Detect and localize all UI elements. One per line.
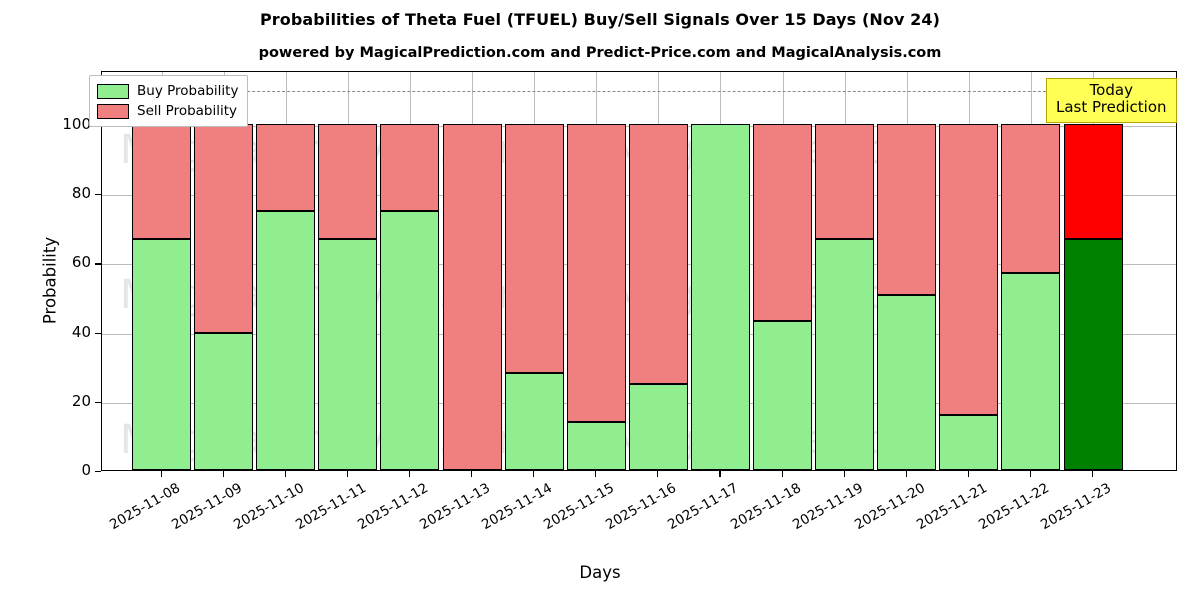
bar-stacked[interactable] [318,70,378,470]
bar-segment-buy [256,210,316,470]
bar-segment-sell [194,124,254,334]
plot-area: MagicalAnalysis.comMagicalPrediction.com… [101,71,1177,471]
y-axis-tick-mark [95,332,101,334]
bar-segment-sell [380,124,440,211]
x-axis-tick-mark [905,471,907,477]
x-axis-tick-mark [408,471,411,477]
bar-segment-buy [504,373,564,470]
bar-stacked[interactable] [132,70,191,470]
legend-swatch-sell [97,103,129,119]
y-axis-tick-label: 60 [71,253,91,272]
x-axis-tick-mark [222,471,224,477]
bar-stacked[interactable] [815,70,875,470]
bar-segment-buy [877,295,937,470]
bar-segment-buy [318,239,378,470]
y-axis-tick-label: 80 [71,184,91,203]
bar-segment-sell [1063,124,1123,240]
bar-segment-sell [628,124,688,384]
x-axis-tick-mark [1092,471,1094,477]
bar-segment-sell [504,124,564,374]
y-axis-tick-label: 40 [71,322,91,341]
bar-segment-buy [194,333,254,470]
bar-stacked[interactable] [380,70,440,470]
bar-stacked[interactable] [1001,70,1061,470]
bar-segment-buy [628,383,688,470]
bar-segment-buy [380,210,440,470]
bar-segment-sell [815,124,875,240]
bar-stacked[interactable] [504,70,564,470]
y-axis-tick-mark [95,471,101,473]
legend-label-sell: Sell Probability [137,103,238,119]
bar-segment-buy [753,321,812,470]
x-axis-tick-mark [657,471,659,477]
x-axis-tick-mark [595,471,597,477]
bar-stacked[interactable] [877,70,937,470]
x-axis-tick-mark [284,471,286,477]
bars-layer [102,72,1176,470]
today-annotation: Today Last Prediction [1046,78,1177,123]
x-axis-tick-mark [719,471,721,477]
x-axis-tick-mark [471,471,473,477]
bar-stacked[interactable] [256,70,316,470]
y-axis-tick-label: 20 [71,391,91,410]
chart-subtitle: powered by MagicalPrediction.com and Pre… [258,45,942,61]
bar-segment-sell [442,124,502,470]
chart-legend[interactable]: Buy Probability Sell Probability [89,75,249,127]
y-axis-tick-mark [95,194,101,196]
bar-segment-buy [132,239,191,470]
legend-label-buy: Buy Probability [137,83,239,99]
bar-stacked[interactable] [628,70,688,470]
bar-segment-buy [815,239,875,470]
bar-segment-buy [1063,239,1123,470]
bar-stacked[interactable] [566,70,626,470]
y-axis-tick-mark [95,401,101,403]
bar-stacked[interactable] [690,70,750,470]
chart-title: Probabilities of Theta Fuel (TFUEL) Buy/… [259,10,941,29]
bar-segment-sell [132,124,191,240]
x-axis-tick-mark [533,471,535,477]
x-axis-tick-mark [781,471,783,477]
y-axis-tick-label: 100 [62,115,91,133]
bar-segment-sell [566,124,626,422]
bar-segment-buy [1001,272,1061,470]
bar-stacked[interactable] [442,70,502,470]
x-axis-label: Days [579,563,621,582]
bar-segment-sell [318,124,378,240]
bar-segment-buy [690,124,750,470]
today-annotation-line1: Today [1089,81,1133,99]
bar-today[interactable] [1063,70,1123,470]
bar-stacked[interactable] [753,70,812,470]
x-axis-tick-mark [967,471,969,477]
bar-segment-sell [256,124,316,211]
x-axis-tick-mark [843,471,845,477]
legend-item-sell[interactable]: Sell Probability [97,101,238,121]
x-axis-tick-mark [160,471,162,477]
bar-segment-sell [939,124,999,415]
bar-segment-buy [566,421,626,470]
reference-dashed-line [102,91,1176,93]
bar-segment-sell [1001,124,1061,273]
x-axis-tick-mark [346,471,348,477]
bar-segment-sell [753,124,812,322]
y-axis-tick-label: 0 [81,461,91,479]
legend-swatch-buy [97,83,129,99]
y-axis-tick-mark [95,263,101,265]
bar-stacked[interactable] [194,70,254,470]
today-annotation-line2: Last Prediction [1056,98,1167,117]
bar-segment-sell [877,124,937,296]
legend-item-buy[interactable]: Buy Probability [97,81,238,101]
y-axis-label: Probability [40,236,60,325]
bar-stacked[interactable] [939,70,999,470]
x-axis-tick-mark [1029,471,1032,477]
bar-segment-buy [939,414,999,470]
